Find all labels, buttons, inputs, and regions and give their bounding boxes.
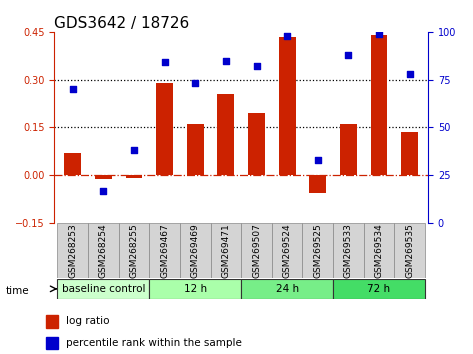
Bar <box>88 223 119 278</box>
Text: GSM269525: GSM269525 <box>313 223 322 278</box>
Point <box>69 86 77 92</box>
Text: log ratio: log ratio <box>66 316 109 326</box>
Bar <box>333 279 425 299</box>
Bar <box>371 35 387 175</box>
Bar <box>279 37 296 175</box>
Bar <box>57 223 88 278</box>
Bar <box>187 124 204 175</box>
Bar <box>126 175 142 178</box>
Bar <box>340 124 357 175</box>
Point <box>283 33 291 39</box>
Point <box>161 59 168 65</box>
Text: baseline control: baseline control <box>61 284 145 294</box>
Point <box>253 63 260 69</box>
Bar <box>95 175 112 179</box>
Bar <box>364 223 394 278</box>
Bar <box>401 132 418 175</box>
Point <box>222 58 230 63</box>
Text: time: time <box>6 286 29 296</box>
Bar <box>149 279 241 299</box>
Point <box>130 148 138 153</box>
Bar <box>303 223 333 278</box>
Bar <box>46 337 58 349</box>
Text: GSM269535: GSM269535 <box>405 223 414 278</box>
Bar <box>149 223 180 278</box>
Point <box>100 188 107 193</box>
Bar <box>156 83 173 175</box>
Bar <box>46 315 58 328</box>
Text: GSM268253: GSM268253 <box>68 223 77 278</box>
Text: GSM269534: GSM269534 <box>375 223 384 278</box>
Text: GSM269533: GSM269533 <box>344 223 353 278</box>
Text: GSM268254: GSM268254 <box>99 223 108 278</box>
Text: GSM269471: GSM269471 <box>221 223 230 278</box>
Point <box>406 71 413 77</box>
Bar <box>272 223 303 278</box>
Bar <box>241 279 333 299</box>
Point <box>192 81 199 86</box>
Text: GSM269524: GSM269524 <box>283 223 292 278</box>
Text: GDS3642 / 18726: GDS3642 / 18726 <box>54 16 190 31</box>
Bar <box>210 223 241 278</box>
Bar <box>333 223 364 278</box>
Bar <box>218 94 234 175</box>
Text: GSM269467: GSM269467 <box>160 223 169 278</box>
Text: 12 h: 12 h <box>184 284 207 294</box>
Point <box>345 52 352 58</box>
Point <box>375 31 383 36</box>
Text: 24 h: 24 h <box>276 284 299 294</box>
Bar <box>180 223 210 278</box>
Text: GSM269507: GSM269507 <box>252 223 261 278</box>
Bar <box>394 223 425 278</box>
Text: percentile rank within the sample: percentile rank within the sample <box>66 338 242 348</box>
Bar <box>57 279 149 299</box>
Text: GSM268255: GSM268255 <box>130 223 139 278</box>
Text: 72 h: 72 h <box>368 284 391 294</box>
Bar <box>119 223 149 278</box>
Point <box>314 157 322 163</box>
Bar <box>248 113 265 175</box>
Text: GSM269469: GSM269469 <box>191 223 200 278</box>
Bar <box>241 223 272 278</box>
Bar <box>64 153 81 175</box>
Bar <box>309 175 326 193</box>
